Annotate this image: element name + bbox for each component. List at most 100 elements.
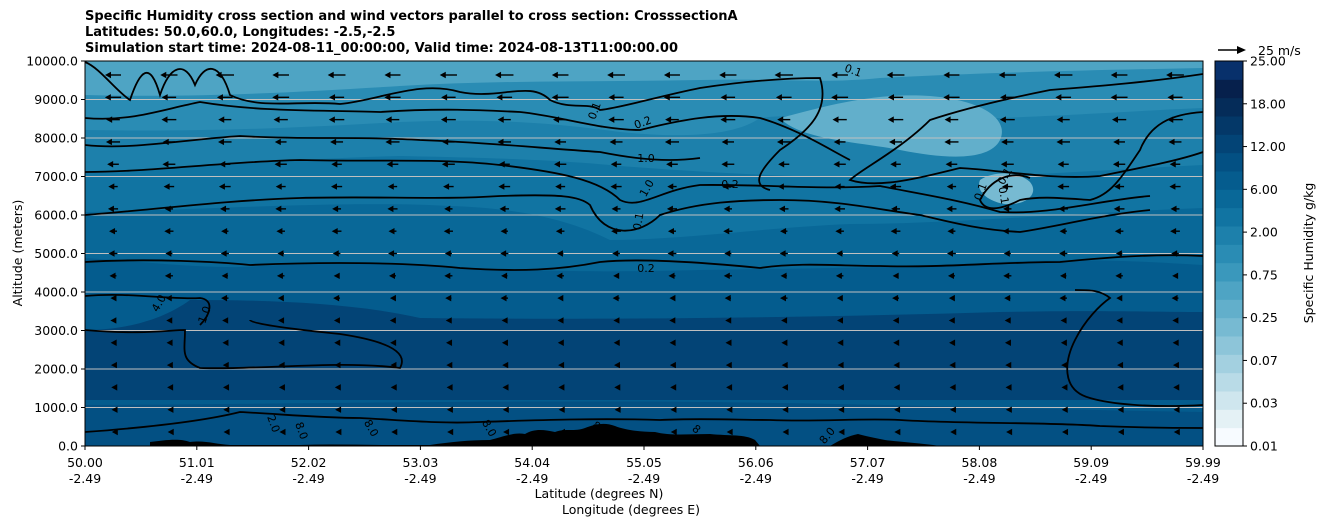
y-tick-label: 1000.0	[34, 400, 78, 415]
wind-vector-head	[554, 205, 561, 213]
chart-title-line-1: Specific Humidity cross section and wind…	[85, 9, 738, 24]
colorbar-segment	[1215, 354, 1243, 374]
contour-line-right-lower	[1066, 289, 1203, 407]
wind-vector-head	[500, 227, 507, 235]
wind-vector-head	[105, 138, 112, 146]
wind-vector-head	[223, 406, 230, 413]
wind-vector-head	[497, 116, 504, 123]
wind-vector-head	[551, 71, 558, 79]
wind-vector-head	[443, 183, 450, 190]
wind-vector-head	[556, 272, 563, 280]
contour-line-0p2-upper	[85, 101, 851, 161]
wind-vector-head	[445, 317, 452, 324]
wind-vector-head	[1004, 294, 1011, 302]
wind-vector-head	[327, 71, 334, 79]
wind-vector-head	[167, 406, 174, 413]
wind-vector-head	[162, 138, 169, 146]
wind-vector-head	[333, 272, 340, 280]
colorbar-tick-label: 12.00	[1250, 139, 1286, 154]
wind-vector-head	[333, 317, 340, 324]
wind-vector-head	[558, 384, 565, 391]
colorbar-frame	[1214, 60, 1244, 447]
contour-label: 0.2	[632, 114, 653, 132]
quiver-key-arrow-head	[1237, 46, 1246, 54]
x-tick-label-lat: 53.03	[403, 455, 439, 470]
wind-vector-head	[893, 361, 900, 369]
quiver-key-label: 25 m/s	[1258, 43, 1301, 58]
wind-vector-head	[834, 205, 841, 213]
wind-vector-head	[446, 361, 453, 369]
wind-vector-head	[1170, 205, 1177, 213]
wind-vector-head	[222, 317, 229, 324]
wind-vector-head	[725, 317, 732, 324]
wind-vector-head	[723, 272, 730, 280]
wind-vector-head	[110, 317, 117, 324]
wind-vector-head	[1110, 94, 1117, 101]
wind-vector-head	[1055, 94, 1062, 101]
wind-vector-head	[949, 361, 956, 369]
wind-vector-head	[893, 384, 900, 391]
contour-line-1p0-left	[85, 293, 211, 326]
chart-title-line-3: Simulation start time: 2024-08-11_00:00:…	[85, 41, 678, 56]
contour-label: 0.1	[996, 186, 1012, 205]
wind-vector-head	[1166, 71, 1173, 79]
wind-vector-head	[725, 339, 732, 346]
wind-vector-head	[165, 294, 172, 302]
contour-label: 0.1	[586, 100, 604, 121]
wind-vector-head	[667, 227, 674, 235]
wind-vector-head	[111, 406, 118, 413]
wind-vector-head	[391, 406, 398, 413]
wind-vector-head	[726, 428, 733, 436]
wind-vector-head	[111, 428, 118, 436]
wind-vector-head	[110, 294, 117, 302]
wind-vector-head	[1115, 250, 1122, 257]
contour-label: 2.0	[264, 413, 282, 434]
wind-vector-head	[613, 339, 620, 346]
wind-vector-head	[726, 384, 733, 391]
wind-vector-head	[500, 250, 507, 257]
colorbar-segment	[1215, 299, 1243, 319]
wind-vector-head	[607, 71, 614, 79]
wind-vector-head	[665, 116, 672, 123]
x-tick-label-lat: 59.99	[1185, 455, 1221, 470]
wind-vector-head	[557, 339, 564, 346]
wind-vector-head	[610, 183, 617, 190]
contour-line-8p0	[85, 411, 1203, 433]
colorbar-segment	[1215, 336, 1243, 355]
x-tick-label-lon: -2.49	[1187, 471, 1219, 486]
wind-vector-head	[108, 250, 115, 257]
wind-vector-head	[390, 361, 397, 369]
wind-vector-head	[670, 428, 677, 436]
wind-vector-head	[391, 428, 398, 436]
wind-vector-head	[1116, 339, 1123, 346]
wind-vector-head	[725, 361, 732, 369]
wind-vector-head	[831, 71, 838, 79]
wind-vector-head	[335, 428, 342, 436]
wind-vector-head	[1061, 361, 1068, 369]
wind-vector-head	[666, 205, 673, 213]
wind-vector-head	[1173, 384, 1180, 391]
wind-vector-head	[1060, 339, 1067, 346]
wind-vector-head	[111, 384, 118, 391]
wind-vector-head	[558, 361, 565, 369]
wind-vector-head	[167, 428, 174, 436]
y-tick-label: 9000.0	[34, 92, 78, 107]
wind-vector-head	[720, 94, 727, 101]
contour-label: 1.0	[637, 152, 655, 165]
wind-vector-head	[1003, 250, 1010, 257]
wind-vector-head	[558, 406, 565, 413]
wind-vector-head	[670, 384, 677, 391]
wind-vector-head	[277, 250, 284, 257]
wind-vector-head	[1001, 138, 1008, 146]
wind-vector-head	[446, 339, 453, 346]
colorbar-segment	[1215, 207, 1243, 227]
wind-vector-head	[1002, 227, 1009, 235]
wind-vector-head	[331, 183, 338, 190]
colorbar-tick-label: 25.00	[1250, 54, 1286, 69]
wind-vector-head	[1116, 294, 1123, 302]
colorbar: 0.01 0.03 0.07 0.25 0.75 2.00 6.00 12.00 18.00 25…	[1214, 54, 1286, 454]
wind-vector-head	[999, 116, 1006, 123]
x-tick-label-lon: -2.49	[740, 471, 772, 486]
wind-vector-head	[1168, 138, 1175, 146]
wind-vector-head	[614, 428, 621, 436]
